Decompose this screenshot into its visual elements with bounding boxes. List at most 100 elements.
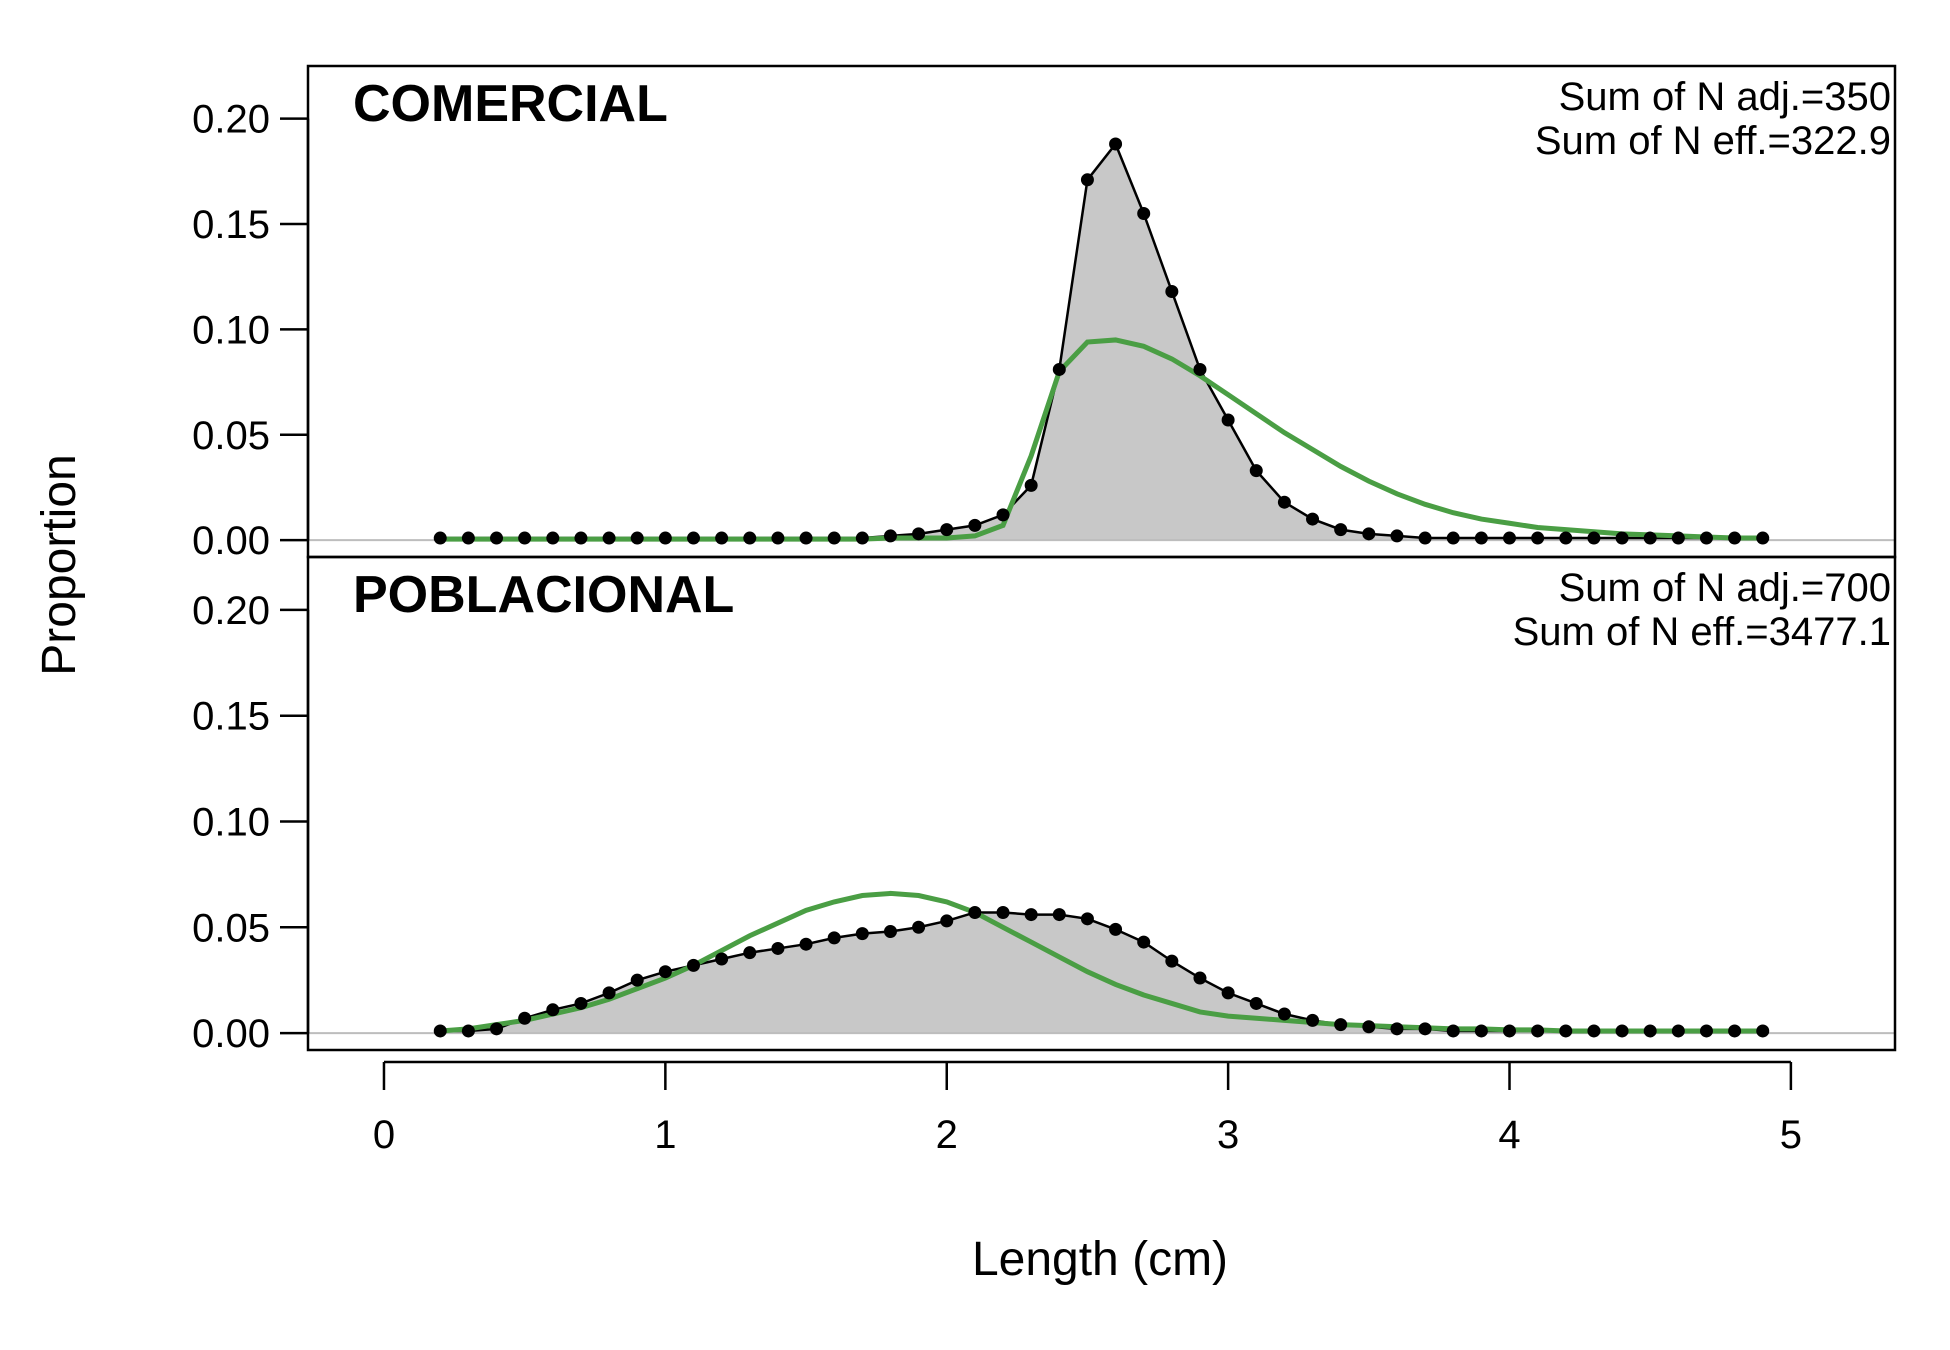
observed-point [686,531,700,545]
observed-point [518,531,532,545]
observed-point [1137,207,1151,221]
observed-point [1165,284,1179,298]
observed-point [630,531,644,545]
observed-point [1503,531,1517,545]
panel-title: COMERCIAL [353,75,668,133]
observed-point [1587,531,1601,545]
observed-point [1615,531,1629,545]
panel-stat: Sum of N adj.=700 [1559,566,1891,610]
panel-title: POBLACIONAL [353,566,734,624]
observed-point [1587,1024,1601,1038]
observed-point [1109,922,1123,936]
observed-point [1728,1024,1742,1038]
observed-point [996,508,1010,522]
observed-point [1306,512,1320,526]
observed-point [743,531,757,545]
observed-point [1559,1024,1573,1038]
observed-point [1728,531,1742,545]
observed-point [827,531,841,545]
observed-point [1474,531,1488,545]
observed-point [1137,935,1151,949]
observed-point [968,518,982,532]
y-tick-label: 0.00 [192,519,270,563]
y-tick-label: 0.20 [192,589,270,633]
y-tick-label: 0.10 [192,800,270,844]
observed-point [1531,1024,1545,1038]
observed-point [1249,464,1263,478]
panel-comercial: 0.00 0.05 0.10 0.15 0.20 COMERCIAL Sum of N ad… [192,64,1897,563]
observed-point [1446,531,1460,545]
observed-point [1390,529,1404,543]
observed-point [658,965,672,979]
observed-point [1024,908,1038,922]
observed-point [461,1024,475,1038]
x-tick-label: 1 [654,1113,676,1157]
observed-point [1193,971,1207,985]
observed-point [686,958,700,972]
observed-point [883,529,897,543]
observed-point [827,931,841,945]
observed-point [1109,137,1123,151]
observed-point [574,996,588,1010]
y-tick-label: 0.15 [192,695,270,739]
observed-point [715,531,729,545]
observed-point [518,1011,532,1025]
observed-point [1671,531,1685,545]
panels: 0.00 0.05 0.10 0.15 0.20 COMERCIAL Sum of N ad… [192,64,1897,1056]
observed-point [602,531,616,545]
observed-point [433,1024,447,1038]
observed-point [771,531,785,545]
observed-point [940,523,954,537]
observed-point [490,1022,504,1036]
y-tick-label: 0.15 [192,203,270,247]
observed-point [1334,1018,1348,1032]
observed-point [630,973,644,987]
observed-point [490,531,504,545]
x-axis-title: Length (cm) [972,1233,1228,1286]
observed-point [1418,531,1432,545]
observed-point [1446,1024,1460,1038]
observed-point [461,531,475,545]
x-tick-label: 2 [936,1113,958,1157]
x-tick-label: 5 [1780,1113,1802,1157]
observed-point [1080,173,1094,187]
observed-point [1052,908,1066,922]
observed-point [1615,1024,1629,1038]
observed-point [743,946,757,960]
observed-point [1643,1024,1657,1038]
y-tick-label: 0.05 [192,906,270,950]
observed-point [912,527,926,541]
panel-stat: Sum of N adj.=350 [1559,75,1891,119]
observed-point [1390,1022,1404,1036]
observed-point [1052,362,1066,376]
observed-point [799,937,813,951]
panel-stat: Sum of N eff.=3477.1 [1513,610,1891,654]
observed-point [855,927,869,941]
observed-point [1165,954,1179,968]
y-tick-label: 0.05 [192,414,270,458]
x-tick-label: 3 [1217,1113,1239,1157]
observed-point [1559,531,1573,545]
observed-point [996,905,1010,919]
y-tick-label: 0.10 [192,308,270,352]
observed-point [1699,1024,1713,1038]
observed-point [1193,362,1207,376]
observed-point [658,531,672,545]
panel-poblacional: 0.00 0.05 0.10 0.15 0.20 POBLACIONAL Sum of N … [192,555,1897,1056]
observed-point [546,531,560,545]
observed-point [1699,531,1713,545]
observed-point [912,920,926,934]
observed-point [1474,1024,1488,1038]
observed-point [1080,912,1094,926]
observed-point [715,952,729,966]
observed-point [1362,1020,1376,1034]
observed-point [1531,531,1545,545]
observed-point [574,531,588,545]
observed-point [1221,413,1235,427]
observed-point [1249,996,1263,1010]
y-tick-label: 0.20 [192,98,270,142]
observed-point [602,986,616,1000]
observed-point [1418,1022,1432,1036]
observed-point [771,941,785,955]
